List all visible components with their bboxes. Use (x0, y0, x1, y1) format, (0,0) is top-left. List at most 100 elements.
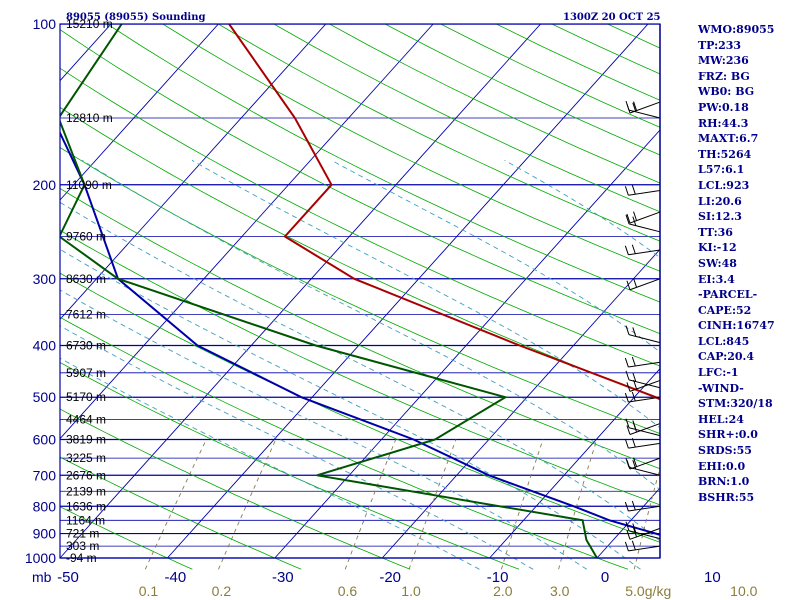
wind-barb (625, 418, 661, 437)
index-line: WMO:89055 (698, 23, 775, 36)
moist-adiabat-line (60, 325, 534, 570)
mixing-ratio-unit-label: g/kg (645, 583, 671, 599)
wind-barb-shaft (629, 278, 661, 291)
sounding-time: 1300Z 20 OCT 25 (563, 12, 661, 23)
wind-barb (624, 391, 661, 403)
wind-barb-shaft (628, 361, 661, 368)
dry-adiabat-line (60, 506, 193, 570)
isotherm-line (167, 24, 649, 559)
height-label: 8630 m (66, 272, 106, 286)
index-line: BSHR:55 (698, 490, 755, 504)
height-label: 7612 m (66, 308, 106, 322)
mixing-ratio-line (633, 466, 660, 570)
height-label: 5907 m (66, 366, 106, 380)
index-line: HEL:24 (698, 412, 744, 426)
mixing-ratio-tick-label: 5.0 (625, 583, 645, 599)
mixing-ratio-line (558, 439, 598, 570)
index-line: TT:36 (698, 225, 733, 239)
mixing-ratio-tick-label: 2.0 (493, 583, 513, 599)
height-label: 15210 m (66, 17, 113, 31)
temperature-tick-label: -10 (487, 569, 509, 586)
height-label: 12810 m (66, 111, 113, 125)
dewpoint-trace (60, 24, 598, 559)
index-line: TH:5264 (698, 147, 752, 161)
wind-barb-shaft (628, 427, 661, 437)
wind-barb-shaft (628, 530, 661, 540)
wind-barb-feather (626, 382, 631, 392)
wind-barb (625, 458, 661, 476)
isotherm-line (0, 24, 4, 558)
wind-barb-feather (631, 540, 636, 550)
wind-barb-shaft (628, 505, 661, 512)
plot-area (60, 24, 660, 570)
dry-adiabat-line (60, 408, 411, 570)
pressure-unit-label: mb (32, 569, 52, 585)
index-line: TP:233 (698, 38, 742, 52)
pressure-label: 300 (33, 271, 57, 287)
isotherm-line (60, 24, 541, 559)
wind-barb-feather (632, 420, 637, 430)
dry-adiabat-line (60, 67, 660, 367)
wind-barb-shaft (628, 223, 661, 233)
pressure-label: 400 (33, 338, 57, 354)
wind-barb (624, 356, 661, 368)
wind-barb (625, 100, 661, 119)
temperature-tick-label: -50 (57, 569, 79, 586)
mixing-ratio-line (408, 439, 457, 570)
wind-barb (624, 185, 661, 196)
dry-adiabat-line (162, 24, 660, 272)
index-line: SHR+:0.0 (698, 428, 758, 442)
moist-adiabat-line (60, 357, 480, 570)
wind-barb-shaft (628, 442, 661, 449)
wind-barb-feather (624, 357, 629, 368)
temperature-tick-label: 10 (704, 569, 721, 586)
mixing-ratio-line (500, 439, 544, 570)
wind-barb-feather (624, 392, 629, 403)
temperature-tick-label: 0 (601, 569, 609, 586)
wind-barb-feather (633, 101, 638, 111)
wind-barb-shaft (628, 249, 661, 256)
wind-barb-feather (625, 418, 630, 428)
pressure-label: 500 (33, 389, 57, 405)
wind-barb (625, 325, 661, 344)
wind-barb-feather (625, 521, 630, 531)
wind-barb-feather (625, 370, 630, 381)
index-line: MW:236 (698, 54, 749, 68)
index-line: L57:6.1 (698, 163, 745, 177)
pressure-label: 600 (33, 432, 57, 448)
height-label: 6730 m (66, 339, 106, 353)
pressure-label: 700 (33, 467, 57, 483)
wind-barb-feather (632, 102, 637, 113)
wind-barb-shaft (629, 423, 661, 435)
wind-barb-shaft (628, 545, 661, 552)
isotherm-line (60, 24, 219, 201)
index-line: LFC:-1 (698, 366, 739, 380)
wind-barb-feather (632, 216, 637, 226)
height-label: 3225 m (66, 451, 106, 465)
index-line: STM:320/18 (698, 397, 773, 411)
index-line: LCL:845 (698, 334, 750, 348)
wind-barb-feather (632, 327, 637, 337)
height-label: 1636 m (66, 499, 106, 513)
pressure-label: 800 (33, 498, 57, 514)
index-line: PW:0.18 (698, 100, 749, 114)
dry-adiabat-line (60, 147, 660, 434)
wind-barb (624, 540, 661, 552)
mixing-ratio-line (344, 439, 397, 570)
index-line: EHI:0.0 (698, 459, 746, 473)
index-line: SI:12.3 (698, 210, 742, 224)
wind-barb-feather (631, 185, 636, 195)
wind-barb-feather (626, 425, 631, 435)
height-label: 4464 m (66, 412, 106, 426)
wind-barb (626, 211, 661, 224)
indices-panel: WMO:89055 TP:233 MW:236 FRZ: BG WB0: BG PW:0.… (698, 22, 798, 505)
wind-barb-feather (631, 500, 636, 511)
index-line: MAXT:6.7 (698, 132, 759, 146)
index-line: -PARCEL- (698, 288, 758, 302)
moist-adiabat-line (60, 289, 588, 570)
wind-barb-feather (624, 501, 629, 512)
wind-barb (625, 521, 661, 540)
wind-barb-shaft (628, 396, 661, 403)
wind-barb-feather (631, 391, 636, 402)
